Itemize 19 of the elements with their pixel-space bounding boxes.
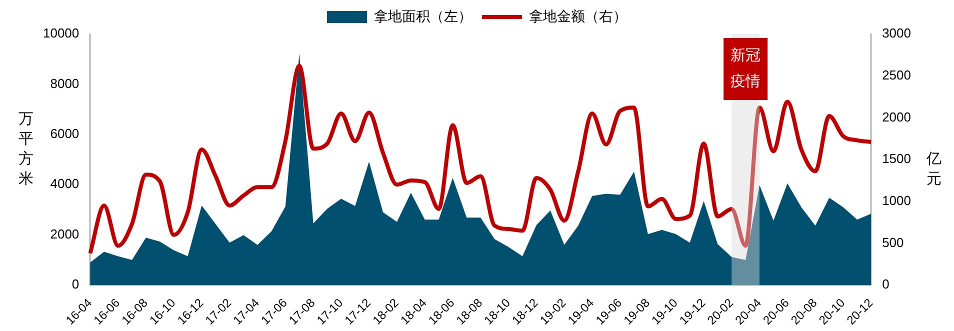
y2-tick-label: 3000: [882, 26, 911, 41]
y2-tick-label: 1500: [882, 151, 911, 166]
line-series: [88, 64, 874, 256]
band-label: 新冠疫情: [730, 47, 761, 90]
y2-tick-label: 2000: [882, 109, 911, 124]
y2-tick-label: 0: [882, 276, 890, 292]
y2-tick-label: 1000: [882, 192, 911, 208]
y-tick-label: 2000: [50, 226, 80, 242]
y-tick-label: 0: [72, 276, 80, 292]
y-tick-label: 10000: [42, 26, 80, 41]
y2-tick-label: 500: [882, 234, 904, 250]
y-tick-label: 8000: [50, 76, 80, 91]
y-tick-label: 4000: [50, 176, 80, 192]
y2-tick-label: 2500: [882, 67, 911, 82]
y2-axis-title: 亿元: [926, 150, 942, 188]
y-axis-title: 万平方米: [18, 110, 34, 188]
y-tick-label: 6000: [50, 126, 80, 142]
legend-label: 拿地面积（左）: [374, 8, 472, 24]
legend-label: 拿地金额（右）: [529, 8, 627, 24]
